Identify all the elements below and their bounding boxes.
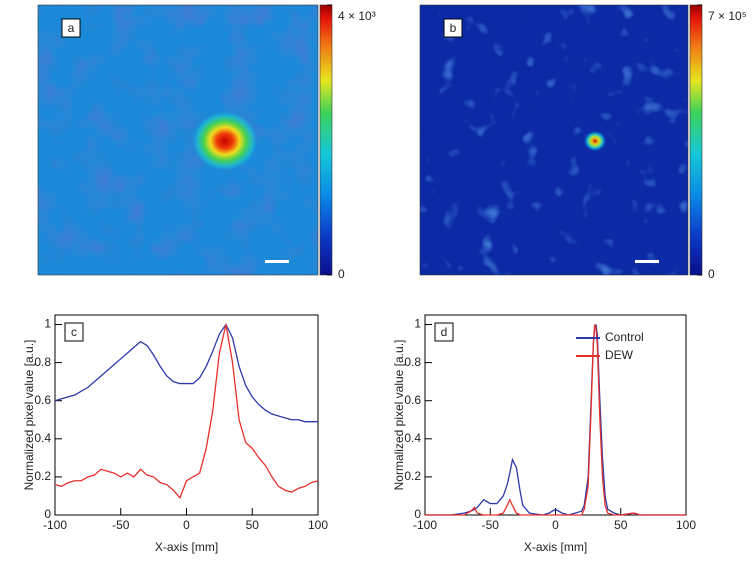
y-tick-label: 0.2	[34, 469, 51, 483]
x-tick-label: 100	[308, 518, 328, 532]
panel-label: a	[68, 21, 75, 35]
panel-label-box	[443, 18, 463, 38]
colorbar	[319, 4, 333, 276]
y-tick-label: 0.4	[34, 431, 51, 445]
y-tick-label: 1	[44, 317, 51, 331]
y-tick-label: 1	[414, 317, 421, 331]
panel-label-box	[434, 322, 454, 342]
x-tick-label: 50	[246, 518, 260, 532]
panel-label: c	[71, 325, 77, 339]
x-tick-label: 0	[552, 518, 559, 532]
colorbar-tick-label: 7 × 10⁵	[708, 9, 747, 23]
colorbar-tick-label: 0	[338, 267, 345, 281]
y-tick-label: 0	[414, 507, 421, 521]
image-frame	[37, 4, 319, 276]
y-tick-label: 0.8	[34, 355, 51, 369]
y-axis-label: Normalized pixel value [a.u.]	[22, 340, 36, 491]
x-axis-label: X-axis [mm]	[155, 540, 218, 554]
y-tick-label: 0.4	[404, 431, 421, 445]
heatmap-hotspot	[582, 130, 608, 152]
x-tick-label: 100	[676, 518, 696, 532]
colorbar-tick-label: 0	[708, 267, 715, 281]
y-tick-label: 0.6	[34, 393, 51, 407]
scale-bar	[635, 260, 659, 263]
data-line	[54, 323, 318, 423]
heatmap-texture	[420, 5, 688, 275]
panel-label-box	[64, 322, 84, 342]
heatmap-hotspot	[192, 111, 258, 171]
panel-label-box	[61, 18, 81, 38]
y-tick-label: 0	[44, 507, 51, 521]
y-axis-label: Normalized pixel value [a.u.]	[392, 340, 406, 491]
x-tick-label: 0	[183, 518, 190, 532]
x-tick-label: 50	[614, 518, 628, 532]
x-axis-label: X-axis [mm]	[524, 540, 587, 554]
panel-label: b	[450, 21, 457, 35]
plot-frame	[54, 314, 319, 516]
legend-label: DEW	[605, 348, 634, 362]
colorbar-tick-label: 4 × 10³	[338, 9, 376, 23]
y-tick-label: 0.8	[404, 355, 421, 369]
y-tick-label: 0.6	[404, 393, 421, 407]
data-line	[54, 324, 319, 500]
colorbar	[689, 4, 703, 276]
x-tick-label: -100	[43, 518, 67, 532]
heatmap-texture	[38, 5, 318, 275]
image-frame	[419, 4, 689, 276]
panel-label: d	[441, 325, 448, 339]
x-tick-label: -50	[112, 518, 130, 532]
x-tick-label: -100	[413, 518, 437, 532]
legend-label: Control	[605, 330, 644, 344]
plot-frame	[424, 314, 687, 516]
x-tick-label: -50	[482, 518, 500, 532]
y-tick-label: 0.2	[404, 469, 421, 483]
scale-bar	[265, 260, 289, 263]
data-line	[425, 324, 686, 516]
data-line	[425, 324, 686, 516]
